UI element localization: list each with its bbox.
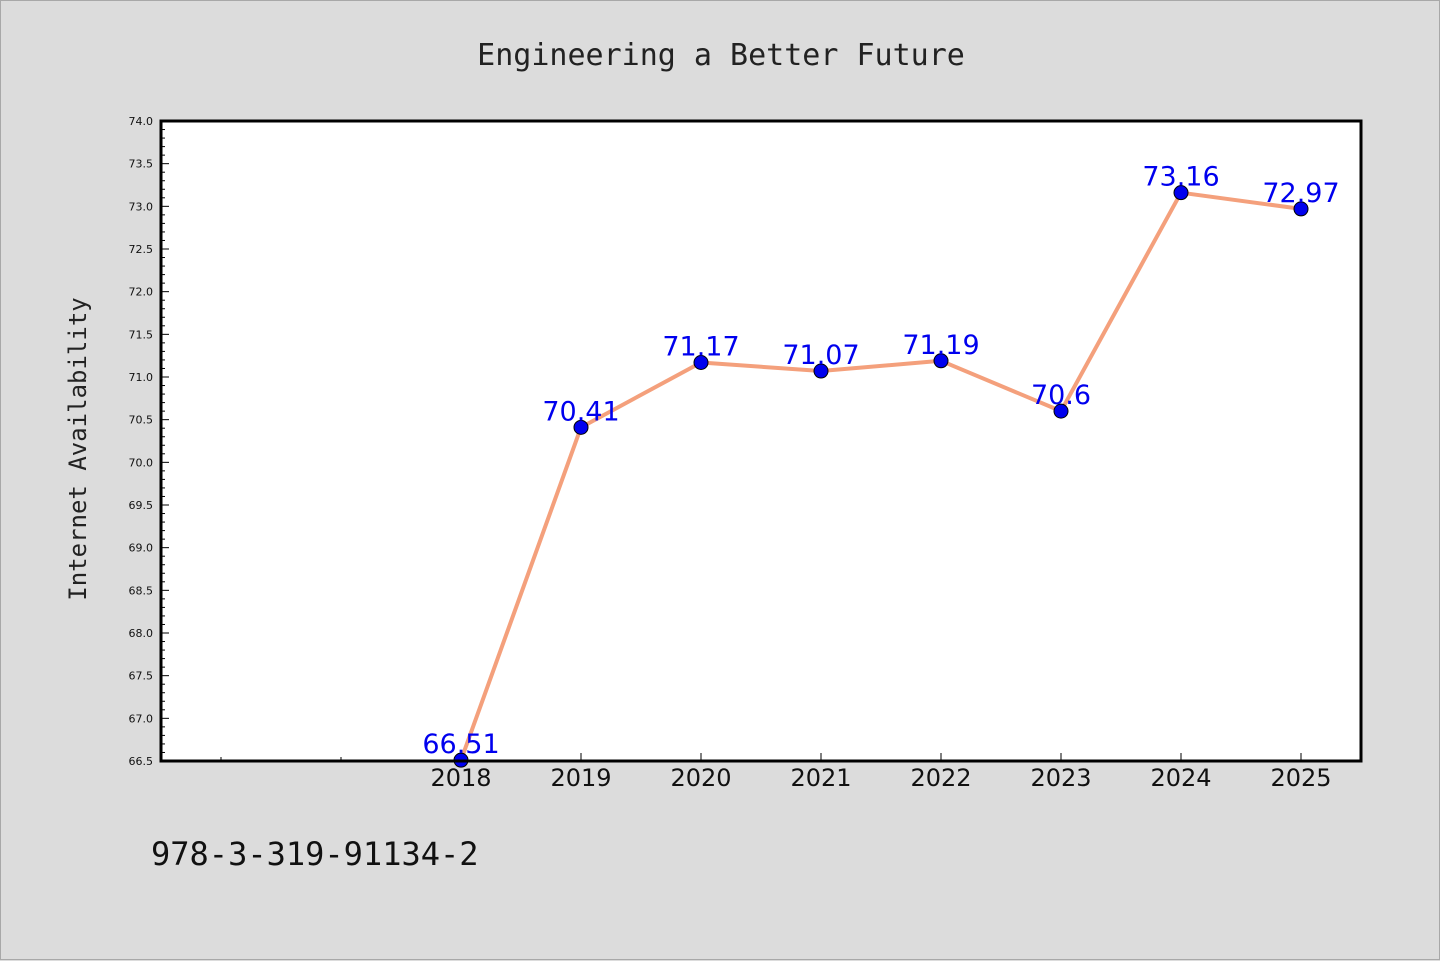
plot-frame [159,119,1363,763]
y-tick-label: 67.5 [129,670,154,683]
data-label: 71.17 [662,331,739,362]
x-tick-label: 2022 [910,764,971,792]
y-tick-label: 68.0 [129,627,154,640]
series-line [459,190,1303,763]
data-point [1293,201,1309,217]
series-layer [459,190,1303,763]
y-axis-label: Internet Availability [64,297,92,600]
y-tick-label: 69.0 [129,542,154,555]
y-tick-label: 71.0 [129,371,154,384]
x-tick-label: 2020 [670,764,731,792]
data-point [1173,185,1189,201]
y-tick-label: 67.0 [129,712,154,725]
y-tick-label: 68.5 [129,584,154,597]
y-tick-label: 66.5 [129,755,154,768]
y-tick-label: 73.0 [129,200,154,213]
y-tick-label: 71.5 [129,328,154,341]
y-tick-label: 69.5 [129,499,154,512]
data-label: 66.51 [422,729,499,760]
data-point [693,354,709,370]
plot-area [161,121,1361,761]
chart-title: Engineering a Better Future [477,38,965,73]
y-tick-label: 70.5 [129,414,154,427]
data-label: 70.41 [542,396,619,427]
y-axis-ticks: 66.5 67.0 67.5 68.0 68.5 69.0 69.5 70.0 70.5 71.0… [129,115,169,768]
x-tick-label: 2023 [1030,764,1091,792]
x-tick-label: 2019 [550,764,611,792]
data-label: 71.07 [782,340,859,371]
data-label: 73.16 [1142,162,1219,193]
data-point [933,353,949,369]
data-label: 71.19 [902,330,979,361]
data-label: 70.6 [1031,380,1091,411]
data-point [813,363,829,379]
data-label: 72.97 [1262,178,1339,209]
x-tick-label: 2021 [790,764,851,792]
x-axis-ticks: 2018 2019 2020 2021 2022 2023 2024 2025 [220,753,1332,792]
y-tick-label: 74.0 [129,115,154,128]
x-tick-label: 2025 [1270,764,1331,792]
x-tick-label: 2024 [1150,764,1211,792]
x-tick-label: 2018 [430,764,491,792]
y-tick-label: 72.0 [129,286,154,299]
data-point [573,419,589,435]
data-point [1053,403,1069,419]
data-labels-layer: 66.51 70.41 71.17 71.07 71.19 70.6 73.16 72.97 [422,162,1339,760]
y-tick-label: 73.5 [129,158,154,171]
isbn-text: 978-3-319-91134-2 [151,835,479,873]
y-tick-label: 72.5 [129,243,154,256]
y-tick-label: 70.0 [129,456,154,469]
